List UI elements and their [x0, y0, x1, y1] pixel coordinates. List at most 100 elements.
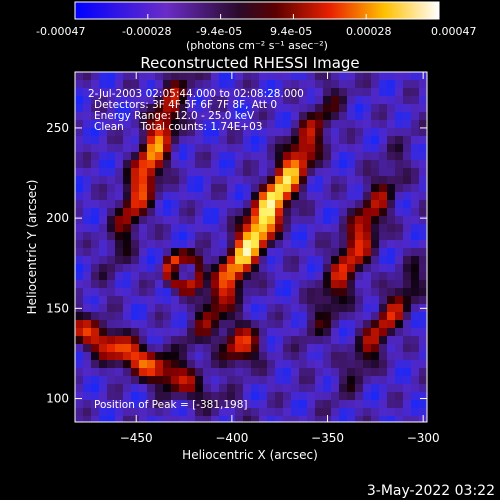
- heatmap-cell: [83, 216, 92, 225]
- heatmap-cell: [267, 96, 276, 105]
- heatmap-cell: [251, 280, 260, 289]
- heatmap-cell: [123, 376, 132, 385]
- heatmap-cell: [267, 376, 276, 385]
- heatmap-cell: [227, 104, 236, 113]
- heatmap-cell: [403, 280, 412, 289]
- heatmap-cell: [139, 104, 148, 113]
- heatmap-cell: [107, 208, 116, 217]
- heatmap-cell: [291, 96, 300, 105]
- heatmap-cell: [339, 200, 348, 209]
- heatmap-cell: [267, 296, 276, 305]
- heatmap-cell: [123, 96, 132, 105]
- heatmap-cell: [251, 192, 260, 201]
- heatmap-cell: [179, 280, 188, 289]
- heatmap-cell: [307, 328, 316, 337]
- heatmap-cell: [259, 128, 268, 137]
- heatmap-cell: [187, 256, 196, 265]
- heatmap-cell: [275, 272, 284, 281]
- heatmap-cell: [339, 264, 348, 273]
- heatmap-cell: [171, 144, 180, 153]
- heatmap-cell: [123, 264, 132, 273]
- heatmap-cell: [147, 232, 156, 241]
- heatmap-cell: [379, 104, 388, 113]
- heatmap-cell: [411, 88, 420, 97]
- heatmap-cell: [323, 392, 332, 401]
- heatmap-cell: [163, 328, 172, 337]
- heatmap-cell: [267, 400, 276, 409]
- heatmap-cell: [187, 128, 196, 137]
- heatmap-cell: [235, 96, 244, 105]
- heatmap-cell: [299, 200, 308, 209]
- heatmap-cell: [379, 360, 388, 369]
- heatmap-cell: [179, 304, 188, 313]
- heatmap-cell: [259, 376, 268, 385]
- heatmap-cell: [355, 336, 364, 345]
- heatmap-cell: [371, 80, 380, 89]
- heatmap-cell: [331, 232, 340, 241]
- heatmap-cell: [203, 120, 212, 129]
- heatmap-cell: [395, 304, 404, 313]
- heatmap-cell: [299, 152, 308, 161]
- heatmap-cell: [187, 344, 196, 353]
- heatmap-cell: [387, 392, 396, 401]
- heatmap-cell: [99, 240, 108, 249]
- heatmap-cell: [219, 136, 228, 145]
- heatmap-cell: [403, 416, 412, 422]
- heatmap-cell: [339, 288, 348, 297]
- heatmap-cell: [315, 336, 324, 345]
- heatmap-cell: [115, 264, 124, 273]
- heatmap-cell: [243, 152, 252, 161]
- heatmap-cell: [323, 312, 332, 321]
- heatmap-cell: [259, 208, 268, 217]
- heatmap-cell: [411, 416, 420, 422]
- heatmap-cell: [91, 240, 100, 249]
- heatmap-cell: [131, 104, 140, 113]
- heatmap-cell: [219, 144, 228, 153]
- heatmap-cell: [123, 232, 132, 241]
- heatmap-cell: [371, 128, 380, 137]
- heatmap-cell: [123, 312, 132, 321]
- heatmap-cell: [395, 152, 404, 161]
- heatmap-cell: [163, 152, 172, 161]
- heatmap-cell: [275, 384, 284, 393]
- heatmap-cell: [379, 184, 388, 193]
- heatmap-cell: [163, 72, 172, 81]
- heatmap-cell: [131, 160, 140, 169]
- heatmap-cell: [75, 176, 84, 185]
- heatmap-cell: [355, 240, 364, 249]
- heatmap-cell: [347, 88, 356, 97]
- heatmap-cell: [371, 320, 380, 329]
- heatmap-cell: [355, 352, 364, 361]
- heatmap-cell: [147, 264, 156, 273]
- heatmap-cell: [363, 144, 372, 153]
- heatmap-cell: [267, 360, 276, 369]
- heatmap-cell: [323, 128, 332, 137]
- heatmap-cell: [83, 168, 92, 177]
- heatmap-cell: [83, 400, 92, 409]
- heatmap-cell: [419, 344, 427, 353]
- heatmap-cell: [195, 392, 204, 401]
- heatmap-cell: [403, 160, 412, 169]
- heatmap-cell: [379, 376, 388, 385]
- heatmap-cell: [291, 104, 300, 113]
- heatmap-cell: [211, 200, 220, 209]
- heatmap-cell: [411, 152, 420, 161]
- heatmap-cell: [283, 336, 292, 345]
- heatmap-cell: [187, 320, 196, 329]
- heatmap-cell: [347, 352, 356, 361]
- heatmap-cell: [379, 416, 388, 422]
- heatmap-cell: [403, 80, 412, 89]
- heatmap-cell: [203, 400, 212, 409]
- heatmap-cell: [307, 136, 316, 145]
- heatmap-cell: [243, 112, 252, 121]
- heatmap-cell: [283, 384, 292, 393]
- heatmap-cell: [91, 152, 100, 161]
- heatmap-cell: [91, 400, 100, 409]
- heatmap-cell: [283, 88, 292, 97]
- heatmap-cell: [99, 376, 108, 385]
- heatmap-cell: [211, 312, 220, 321]
- heatmap-cell: [355, 104, 364, 113]
- heatmap-cell: [83, 336, 92, 345]
- heatmap-cell: [315, 352, 324, 361]
